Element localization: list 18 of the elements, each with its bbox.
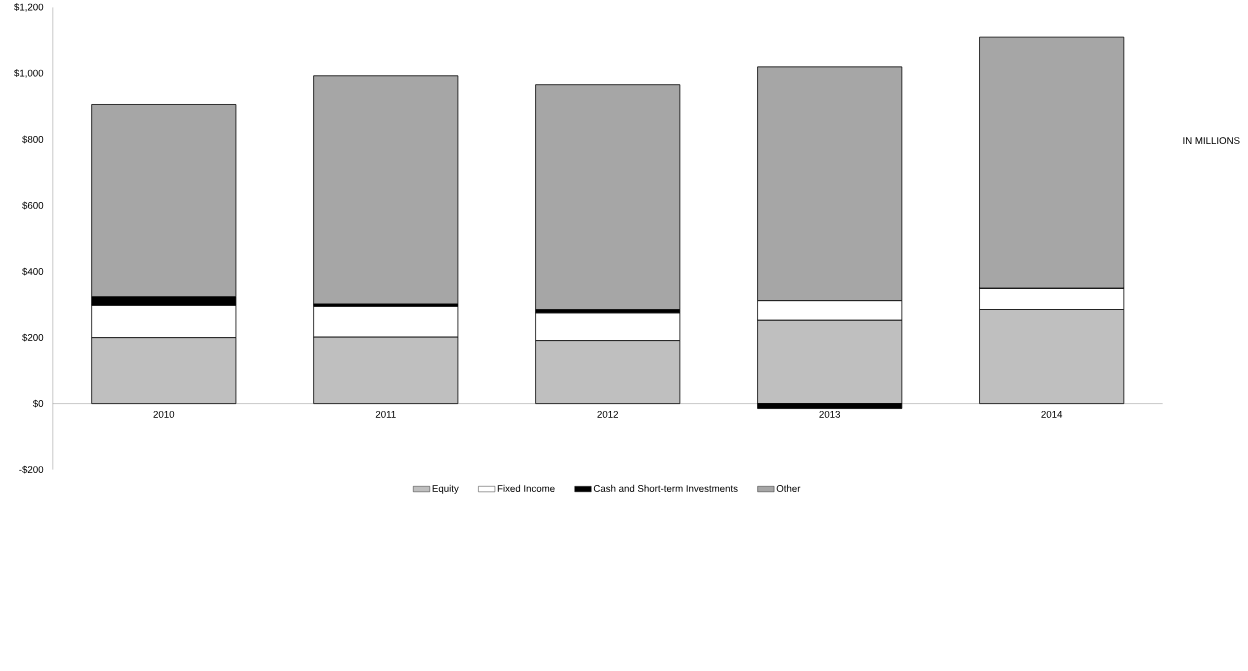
y-tick-label: $600 (22, 201, 44, 210)
text: IN MILLIONS (1183, 137, 1240, 144)
legend-label: Cash and Short-term Investments (593, 484, 738, 492)
y-tick-label: $200 (22, 333, 44, 342)
x-tick-label: 2013 (819, 410, 841, 418)
x-tick-label: 2011 (375, 410, 396, 418)
legend-label: Equity (432, 484, 459, 494)
y-tick-label: $0 (32, 399, 44, 408)
x-tick-label: 2010 (153, 410, 175, 418)
y-tick-label: $1,200 (14, 3, 44, 12)
legend-label: Fixed Income (497, 484, 555, 492)
y-tick-label: $400 (22, 267, 44, 276)
legend-label: Other (776, 484, 801, 492)
y-tick-label: $1,000 (14, 69, 44, 78)
x-tick-label: 2014 (1041, 410, 1063, 418)
y-tick-label: $800 (22, 135, 44, 144)
y-tick-label: -$200 (19, 465, 44, 474)
x-tick-label: 2012 (597, 410, 619, 418)
